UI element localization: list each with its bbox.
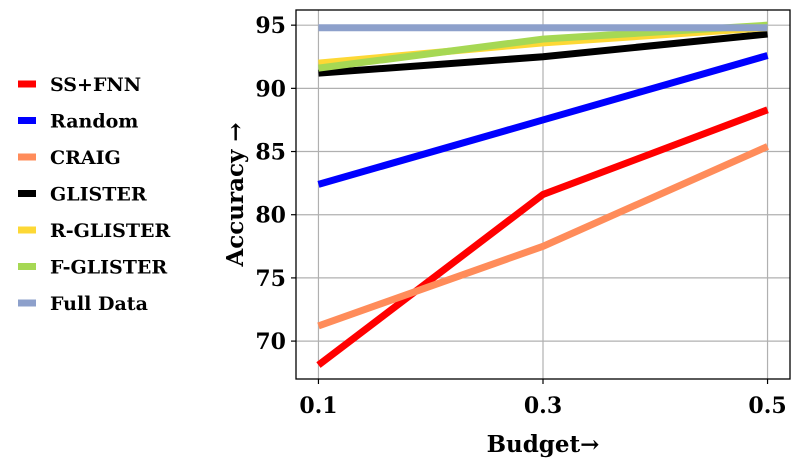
y-axis-title: Accuracy → <box>222 122 249 267</box>
series-line-random <box>317 52 769 188</box>
y-axis-ticks: 70 75 80 85 90 95 <box>255 13 296 355</box>
legend: SS+FNN Random CRAIG GLISTER R-GLISTER F-GLIST… <box>18 74 170 315</box>
x-axis-ticks: 0.1 0.3 0.5 <box>299 379 787 419</box>
series-line-ss-fnn <box>316 106 769 368</box>
x-axis-title: Budget→ <box>487 431 600 458</box>
legend-label-ss-fnn: SS+FNN <box>50 74 141 96</box>
x-tick-label: 0.3 <box>524 393 562 419</box>
y-tick-label: 75 <box>255 266 286 292</box>
y-tick-label: 90 <box>255 76 286 102</box>
legend-label-glister: GLISTER <box>50 184 147 206</box>
series-line-craig <box>317 143 769 330</box>
y-tick-label: 85 <box>255 140 286 166</box>
legend-label-f-glister: F-GLISTER <box>50 257 167 279</box>
y-tick-label: 70 <box>255 329 286 355</box>
y-tick-label: 95 <box>255 13 286 39</box>
series-line-glister <box>318 30 768 77</box>
legend-label-r-glister: R-GLISTER <box>50 220 170 242</box>
legend-label-craig: CRAIG <box>50 147 121 169</box>
legend-label-random: Random <box>50 111 138 133</box>
series-lines <box>316 21 769 368</box>
y-tick-label: 80 <box>255 203 286 229</box>
legend-label-full-data: Full Data <box>50 293 148 315</box>
x-tick-label: 0.1 <box>299 393 337 419</box>
x-tick-label: 0.5 <box>748 393 786 419</box>
